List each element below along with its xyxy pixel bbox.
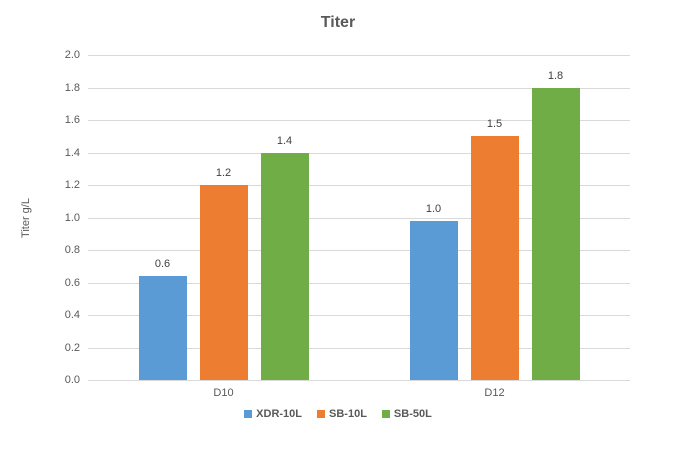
y-tick-label: 1.2 <box>64 179 80 191</box>
gridline <box>88 347 630 349</box>
bar-SB-10L-D12 <box>470 136 519 380</box>
gridline <box>88 282 630 284</box>
bar-data-label: 1.2 <box>215 167 232 179</box>
bar-data-label: 1.8 <box>547 69 564 82</box>
bar-SB-50L-D12 <box>531 87 580 380</box>
y-tick-label: 1.4 <box>64 146 80 159</box>
y-tick-label: 0.2 <box>64 341 80 354</box>
bar-data-label: 1.0 <box>425 202 442 215</box>
legend-item-XDR-10L: XDR-10L <box>244 408 302 420</box>
legend-marker-icon <box>244 410 253 418</box>
x-category-label: D12 <box>484 387 505 399</box>
y-tick-label: 1.8 <box>64 81 80 94</box>
gridline <box>88 120 630 121</box>
legend-label: SB-50L <box>393 408 432 420</box>
legend-label: XDR-10L <box>256 408 303 420</box>
y-tick-label: 2.0 <box>64 49 80 61</box>
bar-SB-50L-D10 <box>260 152 309 380</box>
bar-XDR-10L-D10 <box>138 276 187 380</box>
y-axis-title: Titer g/L <box>20 198 32 238</box>
gridline <box>88 315 630 316</box>
gridline <box>88 87 630 89</box>
gridline <box>88 380 630 381</box>
gridline <box>88 185 630 186</box>
legend-item-SB-10L: SB-10L <box>317 408 367 420</box>
legend-marker-icon <box>317 410 326 418</box>
x-category-label: D10 <box>213 387 234 399</box>
gridline <box>88 217 630 219</box>
y-tick-label: 0.4 <box>64 309 80 321</box>
chart-title: Titer <box>320 14 356 31</box>
legend-marker-icon <box>381 410 390 418</box>
bar-data-label: 0.6 <box>154 258 171 270</box>
gridline <box>88 250 630 251</box>
gridline <box>88 55 630 56</box>
y-tick-label: 0.0 <box>64 374 80 386</box>
bar-data-label: 1.5 <box>486 118 503 131</box>
legend-label: SB-10L <box>329 408 367 420</box>
gridline <box>88 152 630 154</box>
y-tick-label: 1.6 <box>64 114 80 126</box>
y-tick-label: 0.8 <box>64 244 80 256</box>
bar-SB-10L-D10 <box>199 185 248 380</box>
bar-XDR-10L-D12 <box>409 220 458 380</box>
y-tick-label: 0.6 <box>64 276 80 289</box>
legend-item-SB-50L: SB-50L <box>381 408 432 420</box>
legend: XDR-10L SB-10L SB-50L <box>0 408 676 420</box>
bar-data-label: 1.4 <box>276 134 293 147</box>
y-tick-label: 1.0 <box>64 211 80 224</box>
